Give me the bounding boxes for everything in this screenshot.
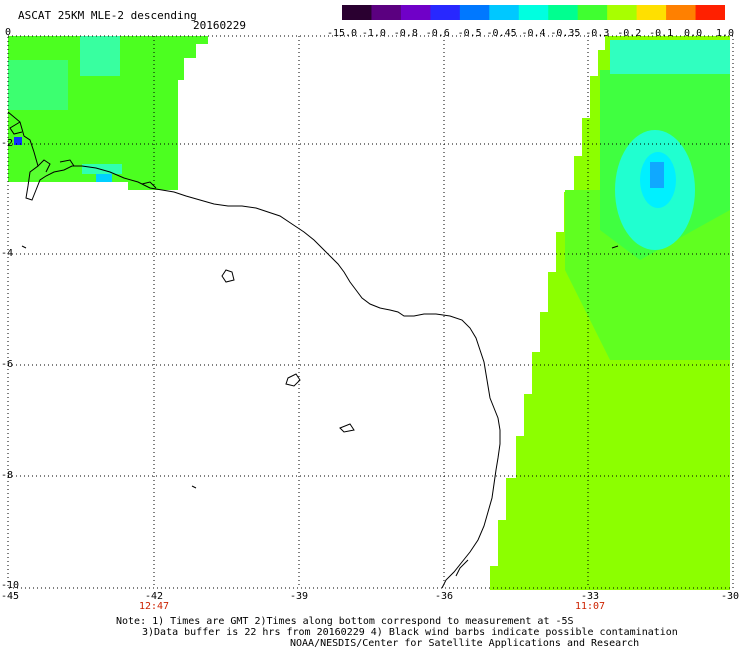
colorbar-swatch [459, 5, 490, 20]
x-tick-label: -36 [434, 591, 454, 602]
colorbar-swatch [400, 5, 431, 20]
colorbar-labels: -15.0 -1.0 -0.8 -0.6 -0.5 -0.45 -0.4 -0.35 -0.3-… [326, 28, 735, 39]
note-line-3: NOAA/NESDIS/Center for Satellite Applica… [290, 638, 640, 649]
colorbar-label: -0.5 [457, 28, 482, 39]
note-line-1: Note: 1) Times are GMT 2)Times along bot… [116, 616, 574, 627]
x-tick-label: -33 [580, 591, 600, 602]
colorbar-swatch [518, 5, 549, 20]
colorbar-label: -0.45 [486, 28, 517, 39]
x-tick-label: -30 [720, 591, 740, 602]
swath-west [8, 36, 208, 190]
colorbar [342, 5, 725, 20]
colorbar-label: -0.4 [521, 28, 546, 39]
x-tick-label: -39 [289, 591, 309, 602]
colorbar-swatch [695, 5, 725, 20]
colorbar-swatch [342, 5, 372, 20]
colorbar-swatch [548, 5, 579, 20]
colorbar-label: 0.0 [684, 28, 703, 39]
grid-lines [8, 36, 733, 588]
colorbar-label: -0.1 [649, 28, 674, 39]
y-tick-label: -10 [1, 580, 20, 591]
colorbar-swatch [489, 5, 520, 20]
y-tick-label: -6 [1, 359, 14, 370]
colorbar-label: -0.8 [393, 28, 418, 39]
colorbar-label: -0.3 [585, 28, 610, 39]
y-tick-label: -4 [1, 248, 14, 259]
map-date: 20160229 [193, 19, 246, 32]
pass-time-label: 12:47 [138, 601, 170, 612]
colorbar-swatch [636, 5, 667, 20]
x-tick-label: -45 [0, 591, 20, 602]
colorbar-label: -0.2 [617, 28, 642, 39]
map-title: ASCAT 25KM MLE-2 descending [18, 9, 197, 22]
note-line-2: 3)Data buffer is 22 hrs from 20160229 4)… [142, 627, 678, 638]
x-tick-label: -42 [144, 591, 164, 602]
plot-frame [7, 35, 734, 589]
colorbar-swatch [430, 5, 461, 20]
y-tick-label: 0 [5, 27, 12, 38]
colorbar-label: -0.6 [425, 28, 450, 39]
y-tick-label: -8 [1, 470, 14, 481]
swath-east [490, 36, 730, 590]
colorbar-label: -1.0 [361, 28, 386, 39]
colorbar-swatch [607, 5, 638, 20]
colorbar-swatch [577, 5, 608, 20]
colorbar-swatch [666, 5, 697, 20]
y-tick-label: -2 [1, 138, 14, 149]
colorbar-swatch [371, 5, 402, 20]
colorbar-label: 1.0 [715, 28, 735, 39]
coastline [7, 111, 619, 589]
pass-time-label: 11:07 [574, 601, 606, 612]
colorbar-label: -15.0 [326, 28, 358, 39]
colorbar-label: -0.35 [550, 28, 581, 39]
